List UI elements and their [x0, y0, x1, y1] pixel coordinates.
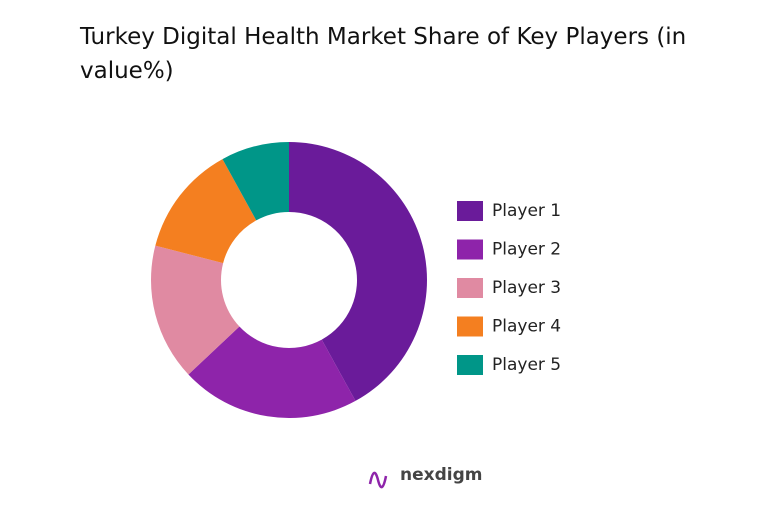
- legend-label: Player 4: [492, 317, 561, 337]
- legend-swatch: [457, 201, 483, 221]
- chart-title: Turkey Digital Health Market Share of Ke…: [80, 24, 687, 84]
- legend-swatch: [457, 278, 483, 298]
- donut-segment: [188, 326, 356, 418]
- legend-swatch: [457, 355, 483, 375]
- legend-swatch: [457, 316, 483, 337]
- legend-label: Player 2: [492, 240, 561, 260]
- legend-label: Player 1: [492, 201, 561, 221]
- logo-icon: [368, 471, 388, 489]
- donut-segment: [151, 245, 240, 375]
- legend-label: Player 3: [492, 278, 561, 298]
- watermark: nexdigm: [400, 465, 482, 485]
- donut-segment: [289, 142, 427, 401]
- donut-segment: [155, 159, 257, 264]
- legend-swatch: [457, 239, 483, 260]
- donut-segment: [222, 142, 289, 221]
- legend-label: Player 5: [492, 355, 561, 375]
